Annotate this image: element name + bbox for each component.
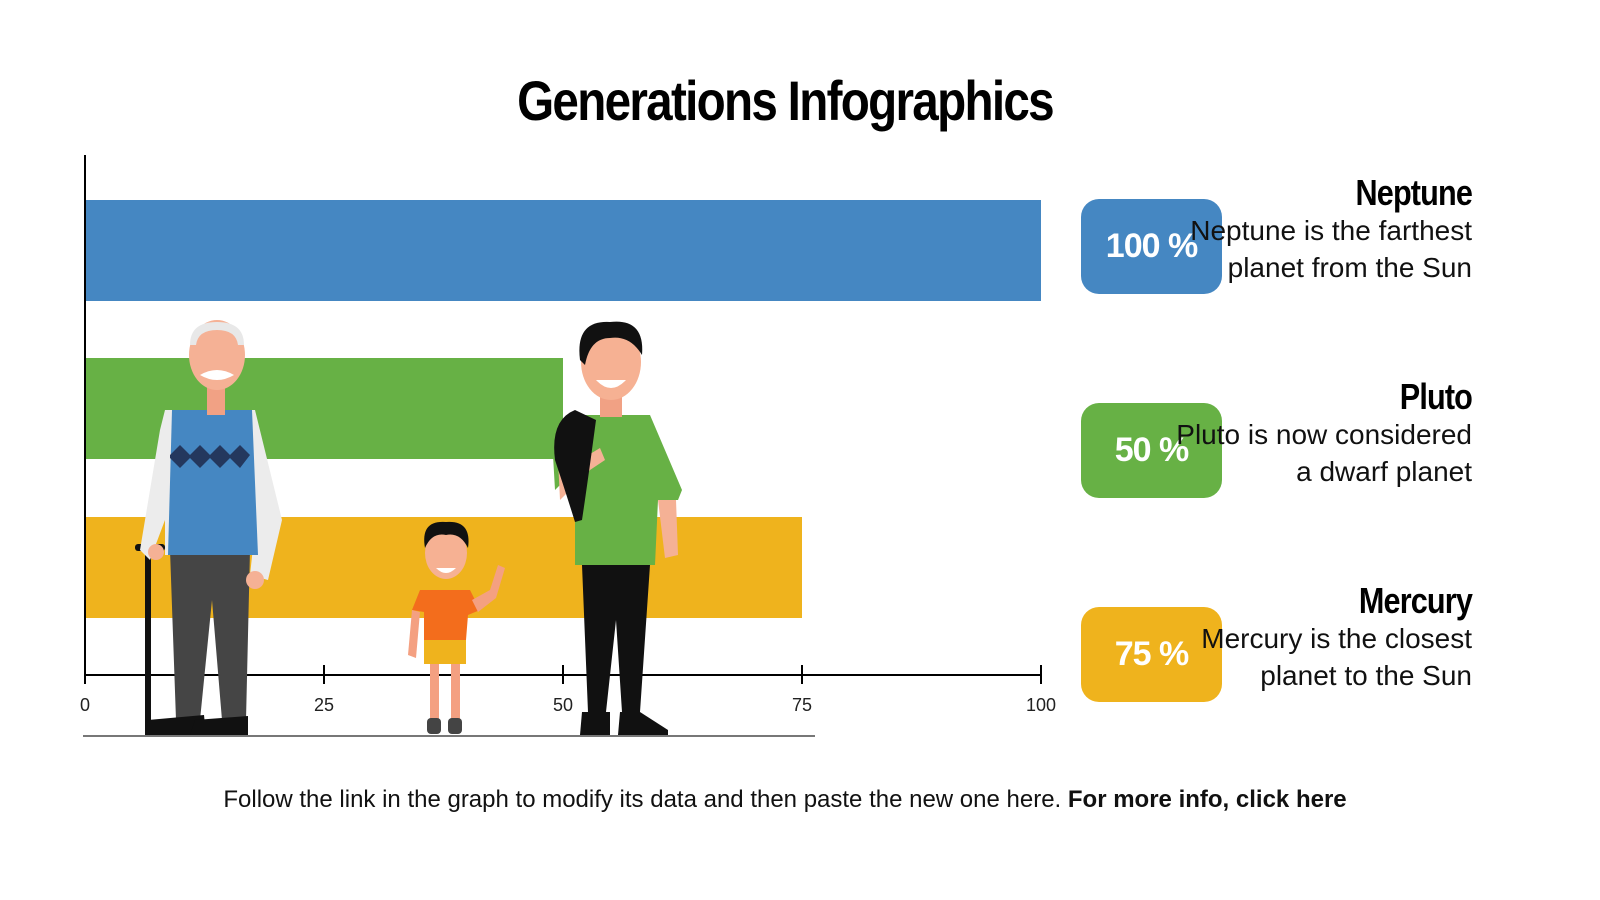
info-title: Neptune — [1355, 172, 1473, 213]
info-title: Mercury — [1358, 580, 1473, 621]
x-tick-label: 100 — [1026, 695, 1056, 715]
x-tick-label: 25 — [314, 695, 334, 715]
more-info-link[interactable]: For more info, click here — [1067, 786, 1347, 813]
info-description: Pluto is now considered a dwarf planet — [1176, 419, 1472, 487]
bar-pluto — [85, 358, 563, 459]
x-tick-label: 0 — [80, 695, 90, 715]
x-tick-label: 75 — [792, 695, 812, 715]
info-neptune: Neptune Neptune is the farthest planet f… — [1172, 172, 1473, 286]
info-description: Neptune is the farthest planet from the … — [1190, 215, 1472, 283]
footer: Follow the link in the graph to modify i… — [0, 786, 1570, 814]
page-title: Generations Infographics — [517, 69, 1054, 132]
bar-neptune — [85, 200, 1041, 301]
info-mercury: Mercury Mercury is the closest planet to… — [1172, 580, 1473, 694]
percent-badge-mercury: 75 % — [1081, 607, 1222, 702]
percent-badge-neptune: 100 % — [1081, 199, 1222, 294]
info-pluto: Pluto Pluto is now considered a dwarf pl… — [1172, 376, 1473, 490]
info-description: Mercury is the closest planet to the Sun — [1201, 623, 1472, 691]
x-tick-label: 50 — [553, 695, 573, 715]
percent-badge-pluto: 50 % — [1081, 403, 1222, 498]
info-title: Pluto — [1399, 376, 1473, 417]
young-man-illustration — [553, 321, 682, 735]
child-illustration — [408, 521, 505, 734]
footer-text: Follow the link in the graph to modify i… — [223, 786, 1068, 813]
grandfather-illustration — [135, 320, 282, 735]
